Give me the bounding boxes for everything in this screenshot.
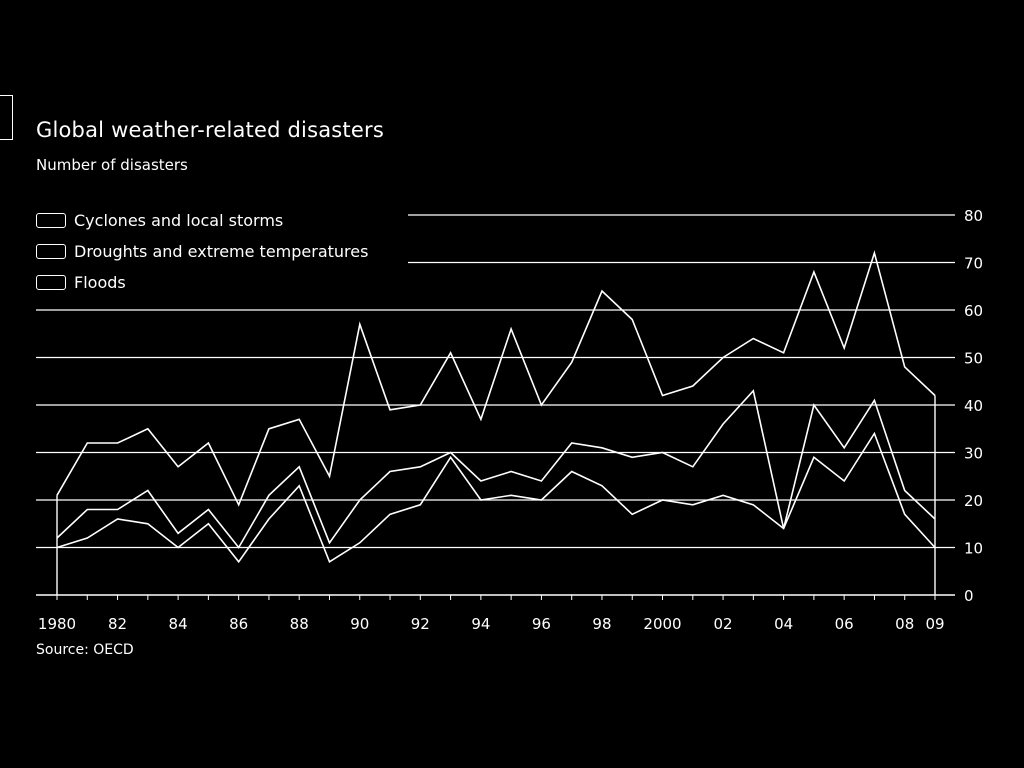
x-tick-label-1994: 94 — [471, 615, 490, 633]
x-tick-label-1998: 98 — [592, 615, 611, 633]
series-line-cyclones-and-local-storms — [56, 250, 936, 507]
series-line-floods — [56, 431, 936, 564]
legend-item-floods: Floods — [36, 267, 368, 298]
legend-item-cyclones: Cyclones and local storms — [36, 205, 368, 236]
y-tick-label-70: 70 — [964, 255, 983, 273]
y-tick-label-50: 50 — [964, 350, 983, 368]
x-tick-label-2006: 06 — [835, 615, 854, 633]
legend-item-droughts: Droughts and extreme temperatures — [36, 236, 368, 267]
corner-tab — [0, 95, 13, 140]
x-tick-label-1988: 88 — [290, 615, 309, 633]
y-tick-label-80: 80 — [964, 207, 983, 225]
series-line-droughts-and-extreme-temperatures — [56, 389, 936, 549]
x-tick-label-1982: 82 — [108, 615, 127, 633]
x-tick-label-2004: 04 — [774, 615, 793, 633]
x-tick-label-2002: 02 — [714, 615, 733, 633]
legend: Cyclones and local storms Droughts and e… — [36, 205, 368, 298]
y-tick-label-40: 40 — [964, 397, 983, 415]
legend-label: Floods — [74, 273, 126, 292]
legend-swatch — [36, 213, 66, 228]
legend-swatch — [36, 275, 66, 290]
x-tick-label-1992: 92 — [411, 615, 430, 633]
source-note: Source: OECD — [36, 642, 134, 658]
x-tick-label-1990: 90 — [350, 615, 369, 633]
legend-label: Droughts and extreme temperatures — [74, 242, 369, 261]
y-tick-label-10: 10 — [964, 540, 983, 558]
x-tick-label-1984: 84 — [169, 615, 188, 633]
y-tick-label-0: 0 — [964, 587, 974, 605]
x-tick-label-1980: 1980 — [38, 615, 76, 633]
chart-subtitle: Number of disasters — [36, 156, 188, 174]
x-tick-label-1986: 86 — [229, 615, 248, 633]
x-tick-label-2008: 08 — [895, 615, 914, 633]
chart-title: Global weather-related disasters — [36, 118, 384, 142]
y-tick-label-20: 20 — [964, 492, 983, 510]
x-tick-label-2000: 2000 — [643, 615, 681, 633]
x-tick-label-2009: 09 — [925, 615, 944, 633]
legend-label: Cyclones and local storms — [74, 211, 284, 230]
y-tick-label-60: 60 — [964, 302, 983, 320]
y-tick-label-30: 30 — [964, 445, 983, 463]
legend-swatch — [36, 244, 66, 259]
x-tick-label-1996: 96 — [532, 615, 551, 633]
